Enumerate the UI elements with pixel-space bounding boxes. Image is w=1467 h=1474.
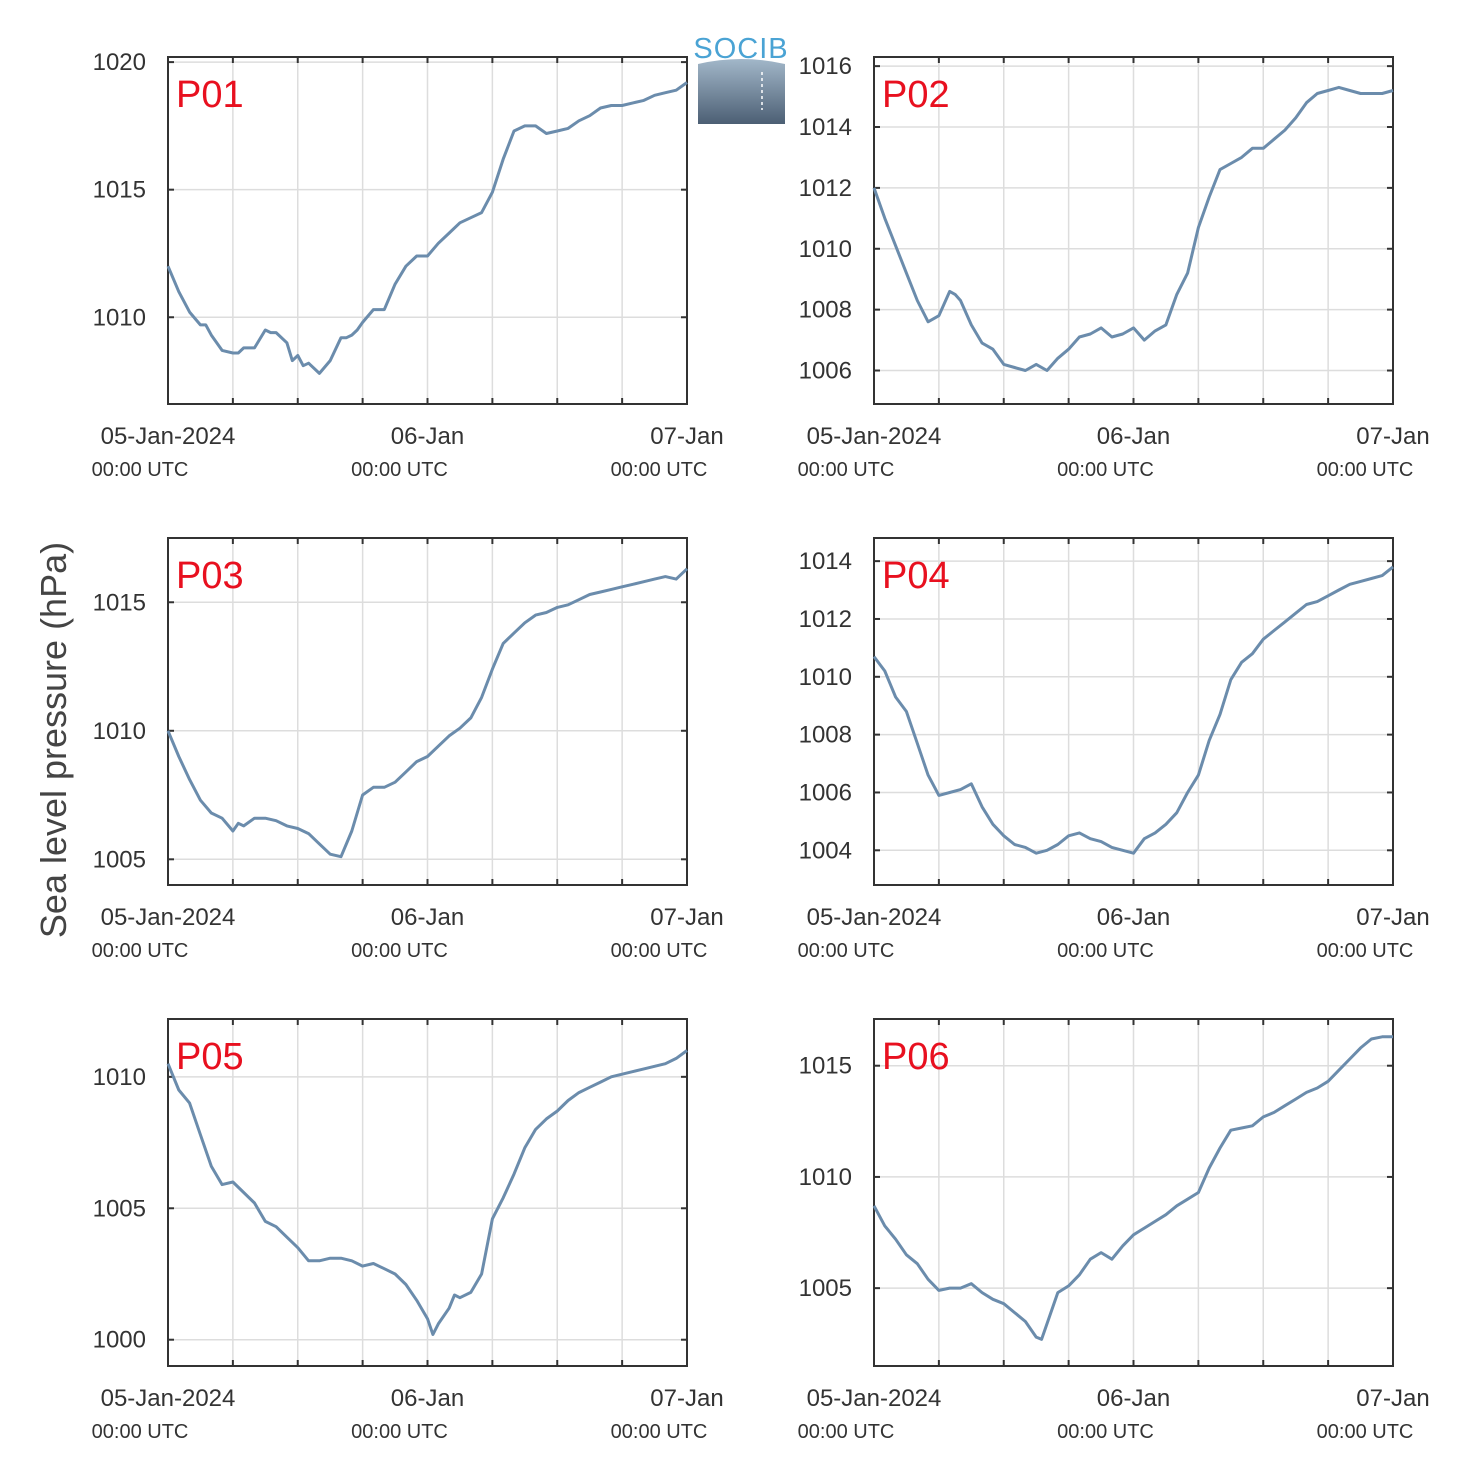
y-tick-label: 1008 [799,297,852,324]
x-tick-label-time: 00:00 UTC [1317,459,1414,481]
chart-panel-p06: 1005 1010 1015 05-Jan-2024 00:00 UTC 06-Jan 00… [798,1018,1430,1443]
x-tick-label-time: 00:00 UTC [798,459,895,481]
chart-panel-p05: 1000 1005 1010 05-Jan-2024 00:00 UTC 06-Jan 00… [92,1018,724,1443]
x-tick-label-date: 07-Jan [650,904,723,931]
chart-panel-p04: 1004 1006 1008 1010 1012 1014 05-Jan-2024 00:00… [798,537,1430,962]
y-tick-label: 1020 [93,49,146,76]
socib-logo: SOCIB [693,33,788,124]
y-tick-label: 1016 [799,53,852,80]
x-tick-label-date: 05-Jan-2024 [807,423,942,450]
y-tick-label: 1015 [799,1053,852,1080]
x-tick-label-date: 05-Jan-2024 [101,904,236,931]
x-tick-label-time: 00:00 UTC [92,1421,189,1443]
y-tick-label: 1010 [93,718,146,745]
x-tick-label-date: 05-Jan-2024 [807,1385,942,1412]
x-tick-label-time: 00:00 UTC [92,459,189,481]
x-tick-label-time: 00:00 UTC [351,940,448,962]
chart-panel-p02: 1006 1008 1010 1012 1014 1016 05-Jan-2024 00:00… [798,53,1430,481]
y-tick-label: 1015 [93,177,146,204]
panel-title: P05 [176,1036,244,1078]
pressure-series-line [872,1035,1393,1341]
panel-title: P06 [882,1036,950,1078]
pressure-series-line [166,1049,688,1336]
x-tick-label-time: 00:00 UTC [611,459,708,481]
x-tick-label-date: 05-Jan-2024 [101,423,236,450]
x-tick-label-date: 05-Jan-2024 [101,1385,236,1412]
y-tick-label: 1014 [799,114,852,141]
y-tick-label: 1006 [799,779,852,806]
chart-panel-p03: 1005 1010 1015 05-Jan-2024 00:00 UTC 06-Jan 00… [92,537,724,962]
logo-wave-icon [698,59,785,124]
x-tick-label-time: 00:00 UTC [1317,1421,1414,1443]
y-tick-label: 1010 [799,1164,852,1191]
x-tick-label-time: 00:00 UTC [92,940,189,962]
x-tick-label-time: 00:00 UTC [798,1421,895,1443]
x-tick-label-time: 00:00 UTC [1317,940,1414,962]
y-tick-label: 1004 [799,837,852,864]
y-tick-label: 1006 [799,358,852,385]
pressure-series-line [872,85,1394,372]
y-tick-label: 1010 [93,1064,146,1091]
x-tick-label-date: 07-Jan [1356,423,1429,450]
y-tick-label: 1010 [799,236,852,263]
x-tick-label-date: 06-Jan [1097,423,1170,450]
y-tick-label: 1014 [799,548,852,575]
y-tick-label: 1005 [93,1195,146,1222]
y-tick-label: 1015 [93,589,146,616]
panel-title: P02 [882,74,950,116]
x-tick-label-date: 06-Jan [391,904,464,931]
pressure-series-line [166,567,689,859]
x-tick-label-time: 00:00 UTC [351,459,448,481]
y-tick-label: 1012 [799,606,852,633]
x-tick-label-time: 00:00 UTC [351,1421,448,1443]
panel-title: P04 [882,555,950,597]
x-tick-label-date: 06-Jan [1097,904,1170,931]
y-tick-label: 1010 [93,304,146,331]
y-tick-label: 1000 [93,1327,146,1354]
x-tick-label-date: 06-Jan [391,1385,464,1412]
y-tick-label: 1012 [799,175,852,202]
x-tick-label-date: 07-Jan [650,1385,723,1412]
y-tick-label: 1010 [799,664,852,691]
y-tick-label: 1005 [93,846,146,873]
x-tick-label-date: 07-Jan [1356,904,1429,931]
x-tick-label-time: 00:00 UTC [1057,940,1154,962]
x-tick-label-time: 00:00 UTC [611,1421,708,1443]
panel-title: P03 [176,555,244,597]
y-axis-label: Sea level pressure (hPa) [33,542,74,938]
x-tick-label-date: 06-Jan [391,423,464,450]
pressure-series-line [166,81,688,375]
pressure-series-line [872,565,1394,855]
x-tick-label-date: 06-Jan [1097,1385,1170,1412]
panels: 1010 1015 1020 05-Jan-2024 00:00 UTC 06-Jan 00… [92,49,1430,1443]
chart-panel-p01: 1010 1015 1020 05-Jan-2024 00:00 UTC 06-Jan 00… [92,49,724,481]
x-tick-label-date: 07-Jan [650,423,723,450]
x-tick-label-date: 07-Jan [1356,1385,1429,1412]
x-tick-label-date: 05-Jan-2024 [807,904,942,931]
x-tick-label-time: 00:00 UTC [1057,1421,1154,1443]
x-tick-label-time: 00:00 UTC [798,940,895,962]
x-tick-label-time: 00:00 UTC [1057,459,1154,481]
panel-title: P01 [176,74,244,116]
x-tick-label-time: 00:00 UTC [611,940,708,962]
y-tick-label: 1005 [799,1275,852,1302]
y-tick-label: 1008 [799,722,852,749]
